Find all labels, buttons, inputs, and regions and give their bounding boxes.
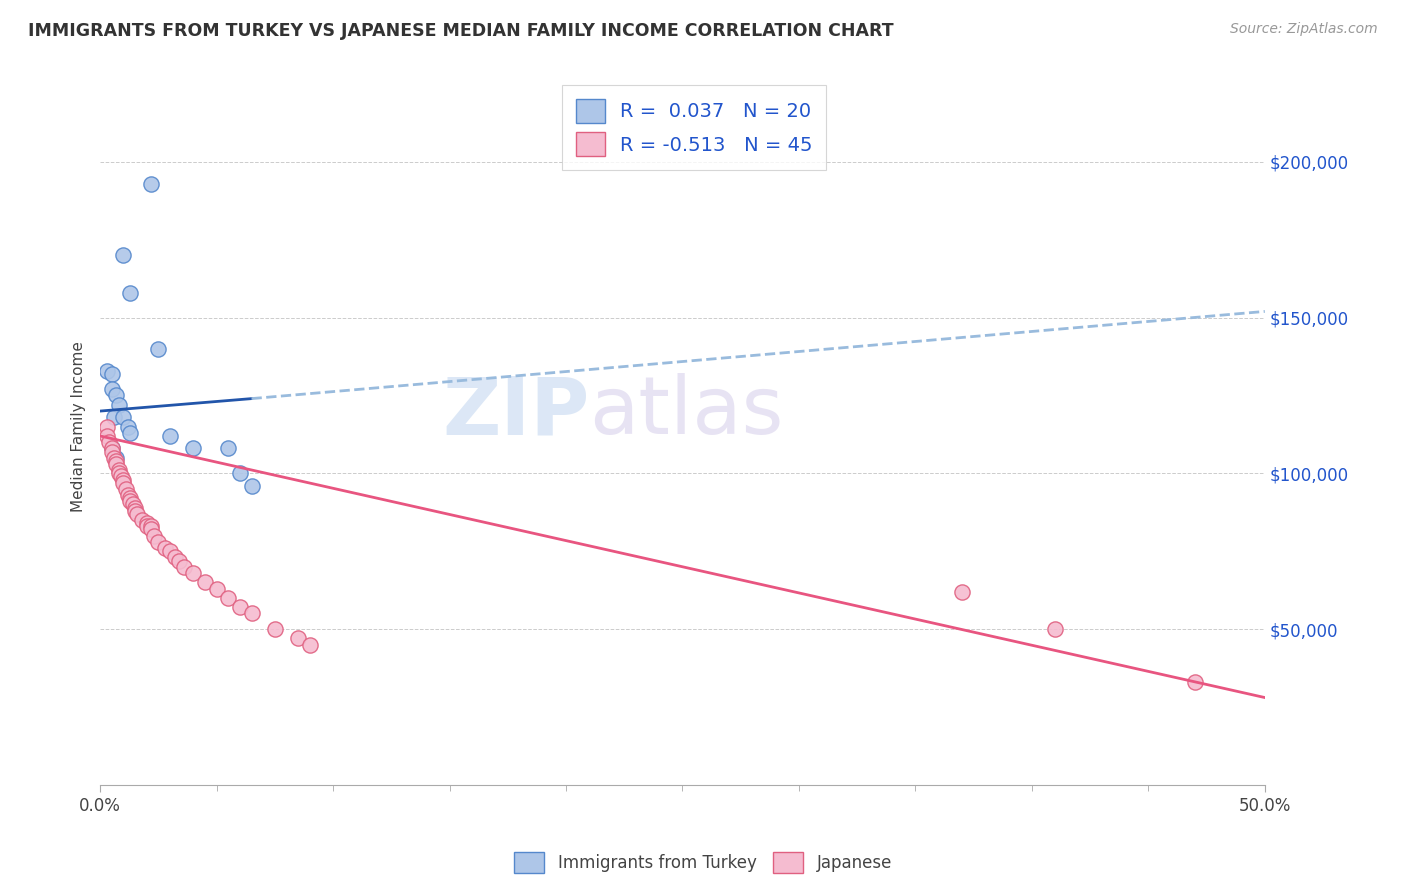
Point — [124, 500, 146, 515]
Point — [148, 534, 170, 549]
Point — [181, 566, 204, 580]
Point — [205, 582, 228, 596]
Point — [1043, 622, 1066, 636]
Point — [100, 444, 122, 458]
Point — [117, 419, 139, 434]
Point — [105, 388, 128, 402]
Point — [142, 528, 165, 542]
Point — [114, 482, 136, 496]
Point — [950, 584, 973, 599]
Legend: R =  0.037   N = 20, R = -0.513   N = 45: R = 0.037 N = 20, R = -0.513 N = 45 — [562, 86, 827, 169]
Point — [194, 575, 217, 590]
Point — [240, 607, 263, 621]
Point — [159, 544, 181, 558]
Point — [96, 363, 118, 377]
Point — [100, 442, 122, 456]
Point — [135, 519, 157, 533]
Point — [135, 516, 157, 531]
Point — [298, 638, 321, 652]
Point — [159, 429, 181, 443]
Point — [107, 398, 129, 412]
Point — [127, 507, 149, 521]
Point — [131, 513, 153, 527]
Point — [121, 498, 143, 512]
Point — [100, 367, 122, 381]
Point — [263, 622, 285, 636]
Point — [120, 491, 142, 506]
Point — [229, 467, 252, 481]
Point — [117, 488, 139, 502]
Point — [141, 519, 163, 533]
Point — [181, 442, 204, 456]
Point — [105, 454, 128, 468]
Point — [107, 467, 129, 481]
Point — [98, 435, 121, 450]
Point — [120, 494, 142, 508]
Text: Source: ZipAtlas.com: Source: ZipAtlas.com — [1230, 22, 1378, 37]
Point — [217, 591, 239, 605]
Point — [229, 600, 252, 615]
Point — [169, 553, 191, 567]
Point — [112, 410, 135, 425]
Point — [105, 450, 128, 465]
Text: ZIP: ZIP — [441, 374, 589, 451]
Point — [107, 463, 129, 477]
Point — [112, 473, 135, 487]
Text: atlas: atlas — [589, 374, 783, 451]
Point — [103, 410, 125, 425]
Text: IMMIGRANTS FROM TURKEY VS JAPANESE MEDIAN FAMILY INCOME CORRELATION CHART: IMMIGRANTS FROM TURKEY VS JAPANESE MEDIA… — [28, 22, 894, 40]
Point — [173, 559, 195, 574]
Legend: Immigrants from Turkey, Japanese: Immigrants from Turkey, Japanese — [508, 846, 898, 880]
Point — [287, 632, 309, 646]
Point — [163, 550, 186, 565]
Point — [110, 469, 132, 483]
Point — [100, 442, 122, 456]
Point — [155, 541, 177, 555]
Point — [103, 450, 125, 465]
Point — [112, 248, 135, 262]
Point — [100, 382, 122, 396]
Point — [217, 442, 239, 456]
Point — [120, 285, 142, 300]
Point — [96, 429, 118, 443]
Point — [240, 479, 263, 493]
Point — [112, 475, 135, 490]
Y-axis label: Median Family Income: Median Family Income — [72, 342, 86, 512]
Point — [141, 522, 163, 536]
Point — [96, 419, 118, 434]
Point — [105, 457, 128, 471]
Point — [124, 504, 146, 518]
Point — [141, 177, 163, 191]
Point — [1184, 675, 1206, 690]
Point — [120, 425, 142, 440]
Point — [148, 342, 170, 356]
